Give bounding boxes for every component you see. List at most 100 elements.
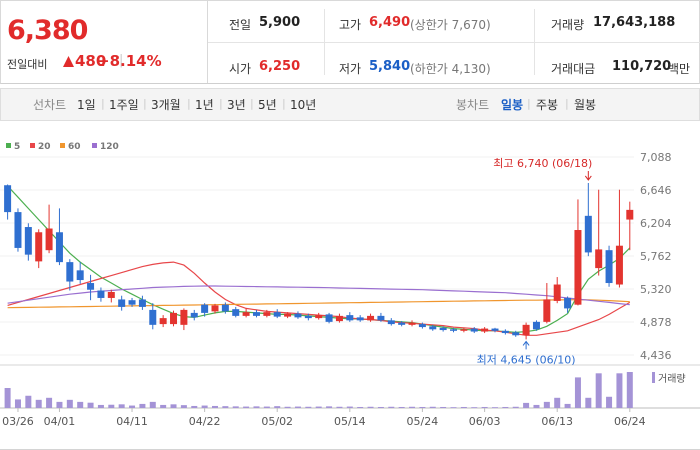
candle-body xyxy=(180,309,188,325)
volume-bar xyxy=(440,406,447,408)
volume-bar xyxy=(243,406,250,408)
volume-bar xyxy=(35,399,42,408)
volume-bar xyxy=(409,406,416,408)
volume-legend-swatch xyxy=(652,372,655,383)
candle-body xyxy=(470,328,478,332)
candle-body xyxy=(574,230,582,305)
y-tick-label: 5,320 xyxy=(640,283,672,296)
candle-body xyxy=(201,304,209,313)
volume-bar xyxy=(274,406,281,408)
line-chart-title: 선차트 xyxy=(33,98,67,112)
y-tick-label: 5,762 xyxy=(640,250,672,263)
period-button[interactable]: 3년 xyxy=(227,98,246,112)
volume-bar xyxy=(222,406,229,408)
volume-bar xyxy=(118,404,125,408)
x-tick-label: 05/14 xyxy=(334,415,366,428)
volume-bar xyxy=(25,395,32,408)
candle-body xyxy=(252,312,260,316)
volume-bar xyxy=(450,407,457,408)
candle-body xyxy=(97,290,105,298)
toolbar: 선차트 1일 | 1주일 | 3개월 | 1년 | 3년 | 5년 | 10년 봉차트 일봉 | 주봉 | 월봉 xyxy=(0,88,700,121)
volume-bar xyxy=(554,397,561,408)
volume-bar xyxy=(97,404,104,408)
candle-body xyxy=(356,317,364,321)
separator: | xyxy=(282,97,286,110)
volume-bar xyxy=(139,403,146,408)
volume-bar xyxy=(398,406,405,408)
volume-bar xyxy=(429,406,436,408)
candle-body xyxy=(190,312,198,318)
stat-value: 6,250 xyxy=(259,59,301,74)
candle-body xyxy=(149,309,157,325)
candle-body xyxy=(543,299,551,322)
volume-bar xyxy=(129,405,136,408)
volume-bar xyxy=(377,406,384,408)
volume-bar xyxy=(46,397,53,408)
stat-label: 저가 xyxy=(339,62,362,76)
change-amount: 480 xyxy=(75,52,107,70)
candle-body xyxy=(159,318,167,325)
candle-body xyxy=(304,315,312,319)
row-divider xyxy=(208,42,700,43)
candle-body xyxy=(87,283,95,290)
volume-bar xyxy=(502,406,509,408)
volume-bar xyxy=(512,406,519,408)
volume-bar xyxy=(294,406,301,408)
volume-bar xyxy=(56,401,63,408)
volume-bar xyxy=(357,406,364,408)
candle-body xyxy=(107,291,115,298)
y-tick-label: 7,088 xyxy=(640,151,672,164)
y-tick-label: 4,436 xyxy=(640,349,672,362)
candle-body xyxy=(76,270,84,281)
legend-label: 20 xyxy=(38,142,51,152)
candle-body xyxy=(4,185,12,213)
high-arrow xyxy=(584,171,592,181)
separator: | xyxy=(143,97,147,110)
period-button[interactable]: 3개월 xyxy=(151,98,181,112)
x-tick-label: 06/24 xyxy=(614,415,646,428)
stats-panel: 전일 5,900 고가 6,490 (상한가 7,670) 거래량 17,643… xyxy=(207,1,700,83)
price-box: 6,380 전일대비 480 | +8.14% xyxy=(1,1,206,83)
col-divider xyxy=(534,9,535,75)
stat-note: (하한가 4,130) xyxy=(410,62,491,76)
stat-label: 전일 xyxy=(229,18,252,32)
candle-body xyxy=(439,327,447,331)
period-button[interactable]: 5년 xyxy=(258,98,277,112)
candle-body xyxy=(512,332,520,336)
candle-body xyxy=(398,322,406,325)
candle-body xyxy=(35,232,43,262)
candle-period-button[interactable]: 월봉 xyxy=(574,98,597,112)
candle-body xyxy=(460,329,468,331)
period-button[interactable]: 1년 xyxy=(195,98,214,112)
stat-value: 5,900 xyxy=(259,15,301,30)
candle-body xyxy=(532,321,540,330)
up-arrow-icon xyxy=(63,56,74,67)
period-button[interactable]: 10년 xyxy=(290,98,317,112)
candle-body xyxy=(346,315,354,321)
stat-note: (상한가 7,670) xyxy=(410,18,491,32)
volume-bar xyxy=(523,402,530,408)
candle-period-button[interactable]: 주봉 xyxy=(536,98,559,112)
candle-body xyxy=(553,284,561,301)
period-button[interactable]: 1일 xyxy=(77,98,96,112)
candle-body xyxy=(481,328,489,332)
candle-body xyxy=(418,324,426,328)
candle-period-button[interactable]: 일봉 xyxy=(501,98,524,112)
low-annotation: 최저 4,645 (06/10) xyxy=(477,353,576,366)
chart: 7,088 6,646 6,204 5,762 5,320 4,878 4,436 5 20 60… xyxy=(0,142,700,450)
x-tick-label: 04/11 xyxy=(116,415,148,428)
candle-body xyxy=(584,215,592,253)
high-annotation: 최고 6,740 (06/18) xyxy=(493,157,592,170)
y-tick-label: 6,204 xyxy=(640,217,672,230)
volume-bar xyxy=(284,406,291,408)
candle-body xyxy=(626,209,634,220)
candle-body xyxy=(335,315,343,322)
candle-body xyxy=(605,250,613,284)
moving-average-line xyxy=(7,185,631,333)
stat-label: 거래량 xyxy=(551,18,585,32)
separator: | xyxy=(101,97,105,110)
period-button[interactable]: 1주일 xyxy=(109,98,139,112)
candle-body xyxy=(138,299,146,307)
change-label: 전일대비 xyxy=(7,58,48,71)
